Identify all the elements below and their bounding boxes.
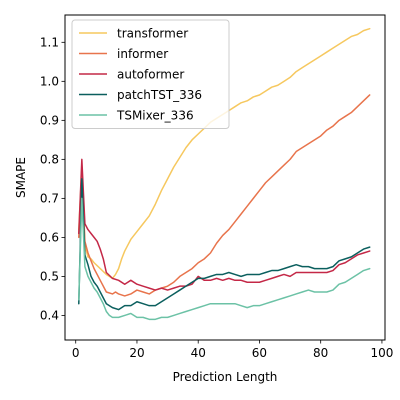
x-tick-label: 40 — [191, 346, 206, 360]
y-tick-label: 0.5 — [40, 269, 59, 283]
axis-ticks: 0 20 40 60 80 100 0.4 0.5 0.6 0.7 0.8 0.9 1.0 1.1 — [40, 35, 393, 360]
y-tick-label: 0.7 — [40, 191, 59, 205]
legend-label: transformer — [117, 27, 188, 41]
x-tick-label: 20 — [129, 346, 144, 360]
legend-label: patchTST_336 — [117, 88, 202, 102]
series-line-informer — [78, 94, 371, 297]
x-tick-label: 0 — [72, 346, 80, 360]
y-axis-label: SMAPE — [14, 157, 28, 198]
axes-frame — [64, 14, 386, 341]
y-tick-label: 0.8 — [40, 152, 59, 166]
x-axis-label: Prediction Length — [173, 370, 278, 384]
legend-label: TSMixer_336 — [116, 109, 194, 123]
series-line-autoformer — [78, 158, 371, 291]
y-tick-label: 1.0 — [40, 74, 59, 88]
y-tick-label: 0.6 — [40, 230, 59, 244]
y-tick-label: 0.4 — [40, 308, 59, 322]
series-line-tsmixer-336 — [78, 197, 371, 321]
legend-box — [71, 19, 230, 129]
x-tick-label: 60 — [252, 346, 267, 360]
y-tick-label: 0.9 — [40, 113, 59, 127]
series-line-patchtst-336 — [78, 178, 371, 311]
legend-label: informer — [117, 47, 168, 61]
x-tick-label: 80 — [313, 346, 328, 360]
legend: transformer informer autoformer patchTST_33… — [71, 19, 230, 129]
x-tick-label: 100 — [370, 346, 393, 360]
y-tick-label: 1.1 — [40, 35, 59, 49]
legend-label: autoformer — [117, 68, 184, 82]
